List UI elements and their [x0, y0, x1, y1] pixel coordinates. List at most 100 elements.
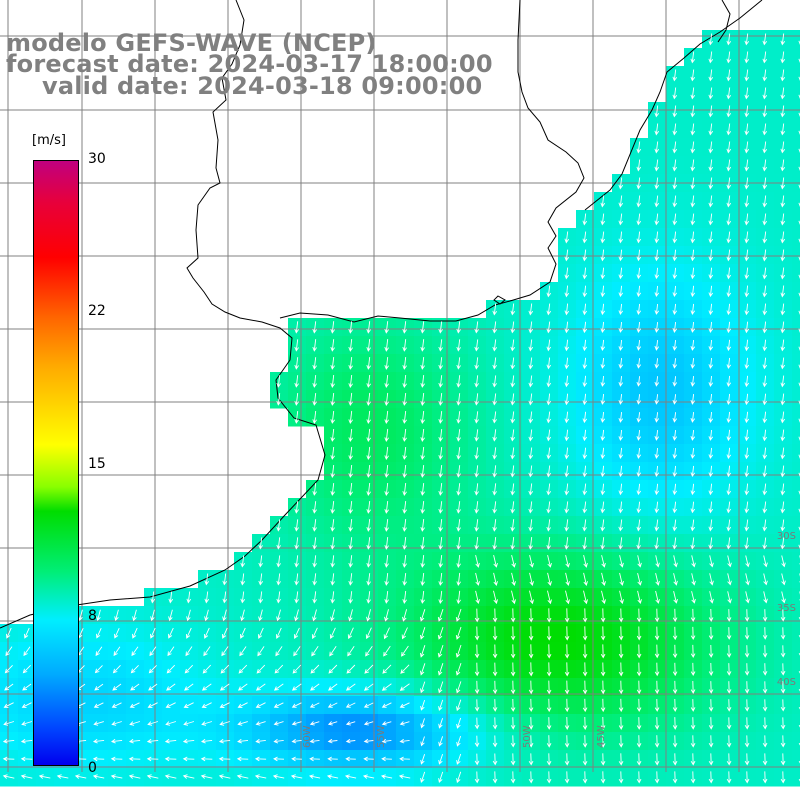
wind-arrow [690, 195, 696, 208]
wind-arrow [708, 393, 714, 405]
wind-arrow [636, 376, 642, 387]
wind-arrow [438, 699, 444, 711]
wind-arrow [618, 285, 624, 298]
wind-arrow [636, 735, 642, 748]
wind-arrow [493, 554, 498, 568]
wind-arrow [744, 285, 750, 298]
wind-arrow [528, 339, 534, 352]
wind-arrow [654, 753, 660, 766]
wind-cell [792, 624, 800, 643]
wind-arrow [420, 519, 425, 532]
wind-arrow [492, 303, 498, 316]
wind-arrow [474, 537, 479, 550]
wind-arrow [690, 177, 696, 190]
wind-arrow [308, 774, 321, 779]
wind-arrow [762, 699, 768, 712]
wind-arrow [780, 699, 786, 712]
wind-arrow [528, 429, 534, 442]
wind-arrow [654, 412, 660, 423]
wind-arrow [654, 394, 660, 405]
wind-arrow [744, 141, 750, 154]
wind-cell [792, 714, 800, 733]
wind-arrow [727, 555, 732, 568]
wind-arrow [273, 721, 284, 726]
wind-arrow [582, 771, 588, 784]
wind-arrow [762, 627, 768, 640]
wind-arrow [165, 721, 177, 726]
wind-arrow [672, 412, 678, 423]
wind-arrow [582, 662, 588, 677]
wind-arrow [709, 573, 714, 586]
wind-arrow [690, 626, 696, 641]
wind-arrow [726, 213, 732, 226]
wind-arrow [309, 756, 320, 762]
wind-arrow [528, 321, 534, 334]
wind-arrow [3, 721, 15, 726]
wind-arrow [798, 328, 800, 333]
wind-arrow [672, 177, 678, 190]
wind-arrow [275, 646, 283, 657]
wind-arrow [690, 735, 696, 748]
wind-cell [792, 336, 800, 355]
coastline [0, 0, 763, 629]
wind-arrow [492, 429, 497, 442]
wind-arrow [762, 519, 768, 532]
wind-arrow [546, 429, 552, 442]
wind-arrow [654, 195, 660, 208]
wind-arrow [219, 702, 230, 708]
wind-arrow [312, 410, 317, 424]
wind-arrow [366, 464, 371, 478]
wind-speed-cells [0, 30, 800, 787]
wind-arrow [618, 412, 624, 423]
wind-arrow [384, 428, 389, 443]
wind-arrow [636, 340, 642, 351]
wind-arrow [21, 721, 33, 726]
wind-arrow [420, 736, 425, 747]
wind-arrow [564, 447, 570, 460]
wind-arrow [564, 501, 570, 514]
wind-arrow [94, 683, 104, 691]
wind-arrow [600, 771, 606, 784]
wind-arrow [294, 321, 299, 334]
wind-arrow [330, 339, 335, 352]
wind-cell [792, 696, 800, 715]
wind-arrow [474, 483, 479, 496]
wind-arrow [547, 554, 552, 568]
wind-arrow [780, 51, 786, 64]
wind-arrow [383, 645, 391, 657]
wind-arrow [618, 267, 624, 280]
wind-arrow [258, 573, 264, 586]
wind-arrow [762, 465, 768, 478]
wind-arrow [110, 738, 123, 744]
wind-arrow [112, 683, 122, 691]
wind-arrow [420, 428, 425, 442]
wind-arrow [600, 644, 606, 659]
wind-arrow [384, 321, 389, 334]
wind-arrow [582, 626, 588, 641]
wind-arrow [492, 537, 497, 550]
wind-arrow [564, 608, 570, 623]
wind-cell [792, 354, 800, 373]
wind-arrow [762, 645, 768, 658]
lon-label-55w: 55W [376, 725, 387, 748]
wind-arrow [780, 663, 786, 676]
wind-arrow [672, 285, 678, 298]
wind-arrow [528, 717, 534, 730]
wind-arrow [219, 683, 230, 691]
wind-arrow [236, 756, 249, 762]
wind-arrow [726, 123, 732, 136]
wind-arrow [780, 519, 786, 532]
wind-arrow [672, 483, 678, 496]
wind-arrow [726, 465, 732, 478]
wind-arrow [276, 375, 281, 388]
wind-arrow [420, 357, 425, 370]
wind-arrow [147, 721, 159, 726]
wind-arrow [780, 285, 786, 298]
wind-arrow [384, 555, 389, 568]
wind-arrow [709, 555, 714, 568]
wind-arrow [366, 339, 371, 352]
wind-arrow [528, 303, 534, 316]
wind-arrow [564, 303, 570, 316]
wind-arrow [402, 555, 407, 568]
wind-arrow [327, 721, 338, 726]
